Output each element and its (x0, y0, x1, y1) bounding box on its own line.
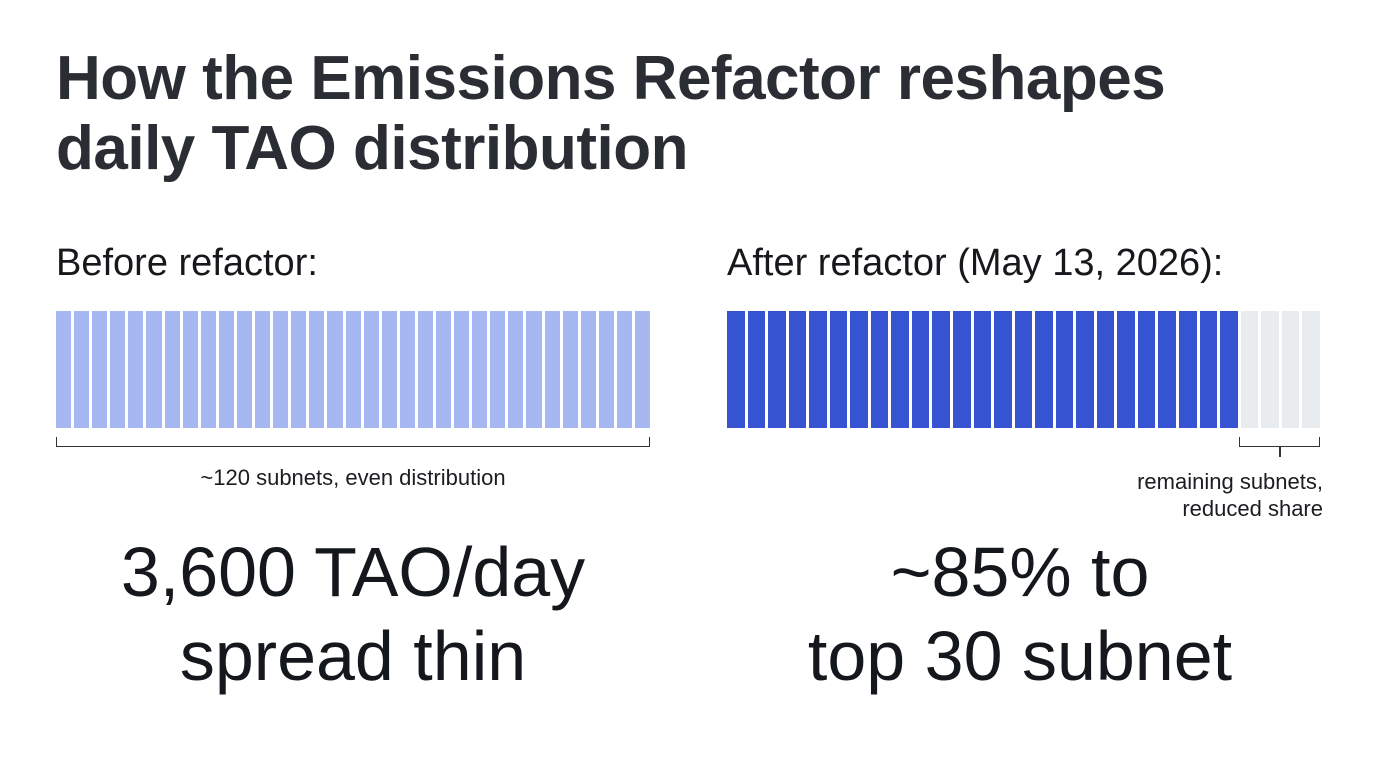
after-bracket-note: remaining subnets, reduced share (1040, 468, 1323, 522)
after-top-subnet-segment (1137, 311, 1156, 428)
after-top-subnet-segment (1158, 311, 1177, 428)
after-top-subnet-segment (747, 311, 766, 428)
after-top-subnet-segment (829, 311, 848, 428)
before-subnet-segment (580, 311, 596, 428)
before-distribution-bar (56, 311, 651, 428)
after-top-subnet-segment (809, 311, 827, 428)
before-subnet-segment (454, 311, 470, 428)
after-top-subnet-segment (911, 311, 930, 428)
after-top-subnet-segment (973, 311, 992, 428)
before-subnet-segment (598, 311, 614, 428)
title-line-2: daily TAO distribution (56, 114, 688, 183)
before-subnet-segment (381, 311, 397, 428)
before-subnet-segment (74, 311, 90, 428)
before-bracket (56, 437, 650, 447)
after-top-subnet-segment (1220, 311, 1238, 428)
before-subnet-segment (616, 311, 632, 428)
after-headline-line-2: top 30 subnet (807, 617, 1233, 695)
after-top-subnet-segment (1035, 311, 1053, 428)
before-subnet-segment (200, 311, 216, 428)
before-headline: 3,600 TAO/day spread thin (56, 530, 650, 698)
after-bracket-tick (1279, 447, 1281, 457)
before-subnet-segment (635, 311, 651, 428)
after-top-subnet-segment (788, 311, 807, 428)
before-subnet-segment (562, 311, 578, 428)
before-subnet-segment (110, 311, 126, 428)
before-subnet-segment (236, 311, 253, 428)
after-top-subnet-segment (1014, 311, 1033, 428)
title-line-1: How the Emissions Refactor reshapes (56, 44, 1166, 113)
after-top-subnet-segment (994, 311, 1012, 428)
before-subnet-segment (164, 311, 180, 428)
before-subnet-segment (399, 311, 415, 428)
after-top-subnet-segment (1199, 311, 1218, 428)
before-subnet-segment (128, 311, 144, 428)
after-headline-line-1: ~85% to (890, 533, 1150, 611)
after-remaining-subnet-segment (1240, 311, 1259, 428)
after-top-subnet-segment (850, 311, 868, 428)
after-top-subnet-segment (1179, 311, 1197, 428)
after-headline: ~85% to top 30 subnet (720, 530, 1320, 698)
before-bracket-note: ~120 subnets, even distribution (200, 465, 506, 490)
before-subnet-segment (327, 311, 343, 428)
before-subnet-segment (472, 311, 488, 428)
after-bracket (1239, 437, 1320, 447)
after-top-subnet-segment (727, 311, 745, 428)
before-headline-line-1: 3,600 TAO/day (120, 533, 586, 611)
after-bracket-note-line-1: remaining subnets, (1137, 469, 1323, 494)
after-top-subnet-segment (1076, 311, 1094, 428)
before-subnet-segment (544, 311, 560, 428)
after-top-subnet-segment (891, 311, 909, 428)
before-subnet-segment (92, 311, 108, 428)
before-subnet-segment (56, 311, 72, 428)
after-top-subnet-segment (1055, 311, 1074, 428)
before-subnet-segment (309, 311, 325, 428)
after-top-subnet-segment (1117, 311, 1135, 428)
after-top-subnet-segment (1096, 311, 1115, 428)
before-subnet-segment (490, 311, 506, 428)
before-subnet-segment (291, 311, 307, 428)
after-top-subnet-segment (768, 311, 786, 428)
before-subnet-segment (526, 311, 542, 428)
after-label: After refactor (May 13, 2026): (727, 242, 1224, 284)
after-remaining-subnet-segment (1302, 311, 1320, 428)
before-subnet-segment (345, 311, 361, 428)
before-subnet-segment (417, 311, 433, 428)
before-label: Before refactor: (56, 242, 318, 284)
before-subnet-segment (218, 311, 234, 428)
before-subnet-segment (435, 311, 452, 428)
before-subnet-segment (146, 311, 162, 428)
before-subnet-segment (182, 311, 198, 428)
before-headline-line-2: spread thin (179, 617, 527, 695)
after-remaining-subnet-segment (1261, 311, 1279, 428)
after-distribution-bar (727, 311, 1320, 428)
page-title: How the Emissions Refactor reshapes dail… (56, 44, 1316, 184)
after-top-subnet-segment (870, 311, 889, 428)
after-bracket-note-line-2: reduced share (1182, 496, 1323, 521)
before-subnet-segment (363, 311, 379, 428)
before-subnet-segment (508, 311, 524, 428)
after-top-subnet-segment (953, 311, 971, 428)
after-remaining-subnet-segment (1281, 311, 1300, 428)
after-top-subnet-segment (932, 311, 951, 428)
before-subnet-segment (255, 311, 271, 428)
before-subnet-segment (273, 311, 289, 428)
